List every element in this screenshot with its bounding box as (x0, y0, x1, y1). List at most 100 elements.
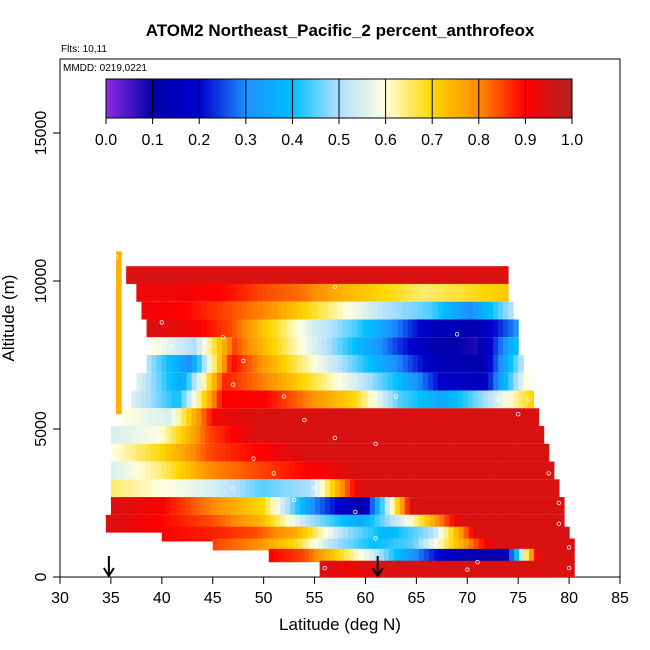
heatmap-cell (493, 301, 499, 320)
heatmap-cell (347, 337, 354, 355)
sample-point (271, 471, 276, 476)
heatmap-cell (392, 372, 399, 391)
heatmap-cell (290, 514, 296, 533)
heatmap-cell (458, 408, 464, 427)
colorbar-swatch (553, 79, 557, 118)
heatmap-cell (352, 390, 359, 409)
heatmap-cell (394, 514, 401, 533)
heatmap-cell (211, 301, 218, 320)
colorbar-swatch (196, 79, 200, 118)
heatmap-cell (155, 497, 162, 515)
heatmap-cell (307, 408, 313, 427)
heatmap-cell (489, 461, 495, 480)
heatmap-cell (280, 443, 286, 462)
x-tick-label: 55 (306, 590, 324, 607)
colorbar-swatch (483, 79, 487, 118)
heatmap-cell (201, 337, 208, 355)
heatmap-cell (246, 372, 253, 391)
colorbar-tick-label: 0.8 (468, 132, 490, 149)
heatmap-cell (280, 497, 286, 515)
heatmap-cell (323, 538, 329, 551)
colorbar-swatch (140, 79, 144, 118)
heatmap-cell (322, 337, 328, 355)
heatmap-cell (498, 301, 504, 320)
heatmap-cell (373, 526, 379, 542)
heatmap-cell (186, 390, 193, 409)
heatmap-cell (156, 301, 163, 320)
colorbar-swatch (325, 79, 328, 118)
colorbar-swatch (469, 79, 473, 118)
heatmap-cell (382, 301, 389, 320)
colorbar-swatch (231, 79, 235, 118)
heatmap-cell (151, 355, 158, 373)
heatmap-cell (260, 461, 266, 480)
heatmap-cell (403, 538, 410, 551)
heatmap-cell (444, 426, 450, 444)
heatmap-cell (347, 266, 353, 284)
heatmap-cell (140, 514, 147, 533)
heatmap-cell (277, 301, 283, 320)
colorbar-swatch (327, 79, 331, 118)
colorbar-tick-label: 0.4 (281, 132, 303, 149)
heatmap-cell (459, 479, 465, 498)
heatmap-cell (317, 355, 323, 373)
heatmap-cell (429, 443, 435, 462)
heatmap-cell (190, 461, 197, 480)
heatmap-cell (484, 443, 490, 462)
heatmap-cell (332, 301, 338, 320)
heatmap-cell (225, 514, 231, 533)
colorbar-swatch (329, 79, 333, 118)
heatmap-cell (424, 461, 431, 480)
heatmap-cell (354, 479, 361, 498)
colorbar-swatch (534, 79, 538, 118)
y-tick-label: 10000 (33, 259, 50, 304)
heatmap-cell (287, 301, 293, 320)
heatmap-cell (222, 526, 228, 542)
heatmap-cell (479, 497, 485, 515)
heatmap-cell (388, 548, 395, 563)
heatmap-cell (151, 337, 158, 355)
heatmap-cell (437, 390, 444, 409)
heatmap-cell (373, 548, 380, 563)
dates-label: MMDD: 0219,0221 (63, 63, 147, 74)
colorbar-swatch (234, 79, 237, 118)
heatmap-cell (200, 426, 207, 444)
heatmap-cell (120, 479, 127, 498)
heatmap-cell (427, 408, 434, 427)
heatmap-cell (539, 548, 545, 563)
heatmap-cell (489, 497, 495, 515)
heatmap-cell (314, 514, 321, 533)
heatmap-cell (422, 372, 429, 391)
heatmap-cell (513, 319, 519, 338)
heatmap-cell (292, 526, 299, 542)
heatmap-cell (417, 390, 424, 409)
heatmap-cell (216, 266, 223, 284)
heatmap-cell (464, 461, 470, 480)
heatmap-cell (282, 526, 289, 542)
heatmap-cell (543, 443, 550, 462)
heatmap-cell (354, 461, 361, 480)
heatmap-cell (413, 538, 420, 551)
heatmap-cell (403, 526, 409, 542)
heatmap-cell (457, 283, 464, 302)
heatmap-cell (297, 526, 304, 542)
heatmap-cell (458, 538, 465, 551)
heatmap-cell (412, 266, 419, 284)
heatmap-cell (347, 526, 354, 542)
heatmap-cell (497, 266, 504, 284)
heatmap-cell (534, 548, 540, 563)
colorbar-swatch (129, 79, 133, 118)
heatmap-cell (276, 266, 283, 284)
heatmap-cell (408, 526, 414, 542)
heatmap-cell (251, 266, 258, 284)
heatmap-cell (317, 372, 323, 391)
heatmap-cell (282, 337, 288, 355)
heatmap-cell (312, 319, 318, 338)
heatmap-cell (538, 426, 545, 444)
heatmap-cell (145, 497, 152, 515)
heatmap-cell (293, 548, 300, 563)
heatmap-cell (357, 283, 363, 302)
heatmap-cell (533, 408, 540, 427)
heatmap-cell (235, 479, 241, 498)
heatmap-cell (442, 283, 449, 302)
